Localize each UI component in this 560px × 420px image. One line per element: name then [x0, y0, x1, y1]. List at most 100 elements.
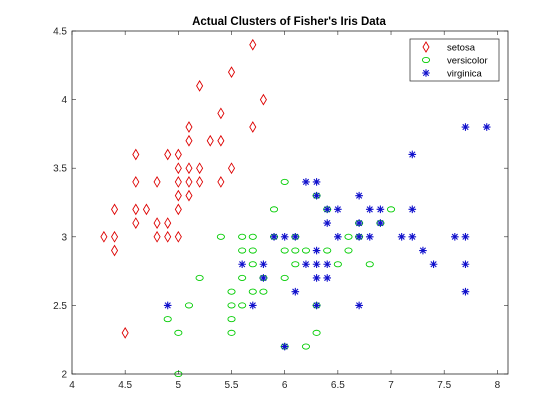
point-versicolor-7 — [227, 316, 236, 323]
point-setosa-28 — [196, 162, 204, 175]
point-setosa-16 — [174, 230, 182, 243]
point-virginica-32 — [397, 233, 406, 241]
point-versicolor-4 — [195, 274, 204, 282]
point-setosa-5 — [132, 217, 140, 229]
x-tick-label: 6 — [282, 380, 288, 391]
point-virginica-39 — [461, 287, 470, 296]
point-virginica-24 — [355, 301, 363, 310]
point-versicolor-23 — [280, 274, 289, 282]
point-virginica-35 — [408, 150, 417, 159]
point-virginica-3 — [259, 274, 268, 282]
point-virginica-36 — [419, 246, 427, 255]
point-virginica-20 — [323, 219, 332, 227]
point-versicolor-27 — [291, 247, 300, 254]
x-tick-label: 4.5 — [118, 380, 132, 391]
point-virginica-30 — [376, 219, 385, 227]
point-setosa-34 — [227, 162, 236, 175]
point-versicolor-43 — [386, 206, 396, 213]
point-versicolor-37 — [344, 247, 353, 254]
point-setosa-35 — [227, 66, 236, 79]
point-setosa-24 — [185, 162, 193, 175]
point-setosa-32 — [217, 134, 225, 147]
x-tick-label: 6.5 — [331, 380, 345, 391]
point-virginica-12 — [312, 301, 321, 310]
point-virginica-13 — [312, 274, 321, 282]
point-virginica-40 — [461, 260, 470, 269]
point-versicolor-3 — [184, 302, 194, 309]
point-virginica-18 — [323, 274, 332, 282]
point-setosa-4 — [121, 326, 129, 339]
point-versicolor-36 — [333, 261, 342, 268]
point-versicolor-16 — [248, 247, 257, 254]
point-setosa-23 — [185, 176, 193, 188]
point-versicolor-38 — [344, 233, 353, 240]
point-setosa-33 — [217, 107, 225, 120]
point-virginica-10 — [302, 260, 310, 269]
point-setosa-3 — [111, 203, 119, 216]
point-virginica-14 — [312, 260, 321, 269]
point-virginica-1 — [238, 260, 246, 269]
point-virginica-22 — [334, 233, 342, 241]
point-setosa-14 — [164, 217, 172, 229]
point-virginica-34 — [408, 205, 417, 214]
legend-label-virginica: virginica — [447, 69, 483, 80]
x-tick-label: 7 — [388, 380, 394, 391]
point-setosa-25 — [185, 134, 193, 147]
x-tick-label: 7.5 — [437, 380, 451, 391]
point-virginica-17 — [312, 178, 321, 186]
point-setosa-31 — [217, 176, 225, 188]
point-versicolor-0 — [163, 316, 172, 323]
point-virginica-33 — [408, 233, 417, 241]
x-tick-label: 8 — [495, 380, 501, 391]
point-virginica-43 — [482, 123, 491, 131]
point-versicolor-41 — [365, 261, 374, 268]
legend-label-setosa: setosa — [447, 43, 476, 54]
point-virginica-25 — [355, 233, 363, 241]
point-virginica-7 — [280, 233, 289, 241]
point-virginica-27 — [355, 191, 363, 200]
x-tick-label: 4 — [69, 380, 75, 391]
point-setosa-9 — [142, 203, 150, 216]
point-setosa-20 — [174, 162, 182, 175]
x-tick-label: 5.5 — [225, 380, 239, 391]
point-setosa-29 — [196, 80, 204, 92]
y-tick-label: 3 — [61, 232, 67, 243]
point-versicolor-25 — [280, 178, 289, 185]
y-tick-label: 2 — [61, 370, 67, 381]
point-setosa-1 — [111, 244, 119, 257]
point-versicolor-8 — [227, 302, 236, 309]
point-versicolor-14 — [248, 288, 257, 295]
point-virginica-21 — [323, 205, 332, 214]
legend-marker-virginica — [422, 69, 430, 77]
point-versicolor-2 — [174, 329, 183, 336]
point-setosa-0 — [100, 230, 108, 243]
point-virginica-31 — [376, 205, 385, 214]
point-versicolor-9 — [227, 288, 236, 295]
y-tick-label: 2.5 — [53, 301, 67, 312]
axis-ticks: 4 4.5 5 5.5 6 6.5 7 7.5 8 2 2.5 3 3.5 4 4.5 — [53, 27, 508, 391]
point-setosa-18 — [174, 189, 182, 202]
point-virginica-42 — [461, 123, 470, 131]
point-setosa-37 — [249, 38, 257, 51]
point-virginica-26 — [355, 219, 363, 227]
point-setosa-17 — [174, 203, 182, 216]
legend-marker-versicolor — [421, 56, 431, 64]
point-virginica-9 — [291, 233, 300, 241]
chart-title: Actual Clusters of Fisher's Iris Data — [192, 16, 386, 28]
point-setosa-6 — [132, 203, 140, 216]
point-versicolor-6 — [227, 329, 236, 336]
point-setosa-30 — [206, 134, 214, 147]
point-versicolor-34 — [323, 247, 332, 254]
legend-marker-setosa — [422, 41, 430, 53]
point-virginica-28 — [365, 233, 374, 241]
point-setosa-15 — [164, 148, 172, 161]
point-virginica-19 — [323, 260, 332, 269]
point-virginica-11 — [302, 178, 310, 186]
x-tick-label: 5 — [176, 380, 182, 391]
point-virginica-41 — [461, 233, 470, 241]
legend: setosa versicolor virginica — [409, 38, 500, 82]
point-virginica-2 — [248, 301, 257, 310]
point-virginica-6 — [280, 342, 289, 351]
point-setosa-10 — [153, 230, 161, 243]
